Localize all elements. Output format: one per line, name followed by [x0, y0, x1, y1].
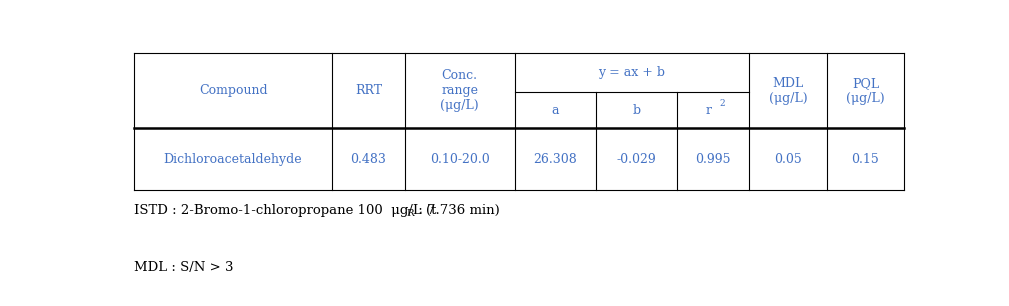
Text: : 7.736 min): : 7.736 min)	[414, 204, 499, 217]
Text: 0.995: 0.995	[695, 153, 731, 166]
Text: MDL : S/N > 3: MDL : S/N > 3	[134, 261, 233, 274]
Text: MDL
(μg/L): MDL (μg/L)	[769, 77, 807, 105]
Text: 2: 2	[719, 99, 725, 108]
Text: Dichloroacetaldehyde: Dichloroacetaldehyde	[163, 153, 303, 166]
Text: 0.15: 0.15	[852, 153, 879, 166]
Text: R: R	[407, 209, 414, 218]
Text: 26.308: 26.308	[534, 153, 577, 166]
Text: Conc.
range
(μg/L): Conc. range (μg/L)	[440, 69, 479, 112]
Text: Compound: Compound	[199, 84, 267, 97]
Text: a: a	[552, 104, 559, 117]
Text: b: b	[633, 104, 641, 117]
Text: 0.05: 0.05	[774, 153, 802, 166]
Text: r: r	[706, 104, 712, 117]
Text: RRT: RRT	[355, 84, 382, 97]
Text: -0.029: -0.029	[616, 153, 656, 166]
Text: 0.483: 0.483	[350, 153, 386, 166]
Text: y = ax + b: y = ax + b	[598, 66, 665, 79]
Text: 0.10-20.0: 0.10-20.0	[430, 153, 489, 166]
Text: ISTD : 2-Bromo-1-chloropropane 100  μg/L (t: ISTD : 2-Bromo-1-chloropropane 100 μg/L …	[134, 204, 436, 217]
Text: PQL
(μg/L): PQL (μg/L)	[847, 77, 885, 105]
